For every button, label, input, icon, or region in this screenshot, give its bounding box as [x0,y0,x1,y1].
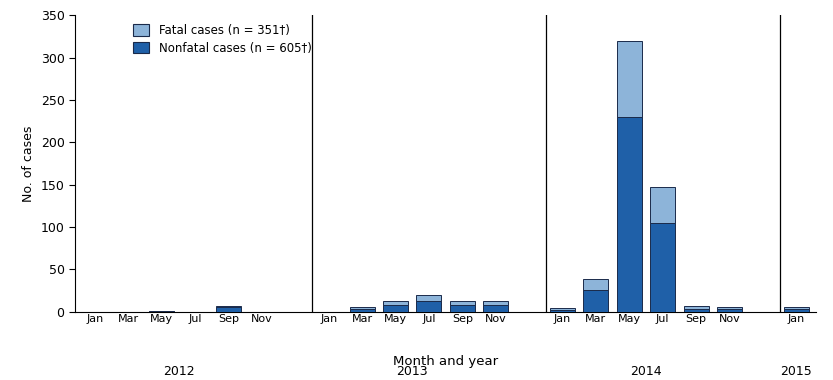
Bar [616,41,642,117]
Bar [651,223,676,312]
Bar [416,294,441,301]
Bar [784,307,809,309]
Bar [350,309,375,312]
Bar [550,310,575,312]
Bar [616,117,642,312]
Bar [216,306,241,307]
Bar [483,305,508,312]
Text: 2015: 2015 [781,365,812,378]
Bar [583,279,608,290]
Bar [383,301,408,305]
Bar [450,305,475,312]
Bar [550,308,575,310]
Text: 2013: 2013 [397,365,428,378]
Bar [684,306,709,309]
Bar [684,309,709,312]
Bar [149,311,174,312]
Y-axis label: No. of cases: No. of cases [22,125,35,201]
Bar [483,301,508,305]
Bar [216,307,241,312]
Text: 2014: 2014 [631,365,662,378]
Bar [717,309,742,312]
Bar [651,187,676,223]
Bar [450,301,475,305]
Bar [416,301,441,312]
Bar [784,309,809,312]
Bar [350,307,375,309]
Text: 2012: 2012 [162,365,194,378]
Bar [583,290,608,312]
Bar [717,307,742,309]
Legend: Fatal cases (n = 351†), Nonfatal cases (n = 605†): Fatal cases (n = 351†), Nonfatal cases (… [132,24,312,55]
Bar [383,305,408,312]
X-axis label: Month and year: Month and year [393,355,498,368]
